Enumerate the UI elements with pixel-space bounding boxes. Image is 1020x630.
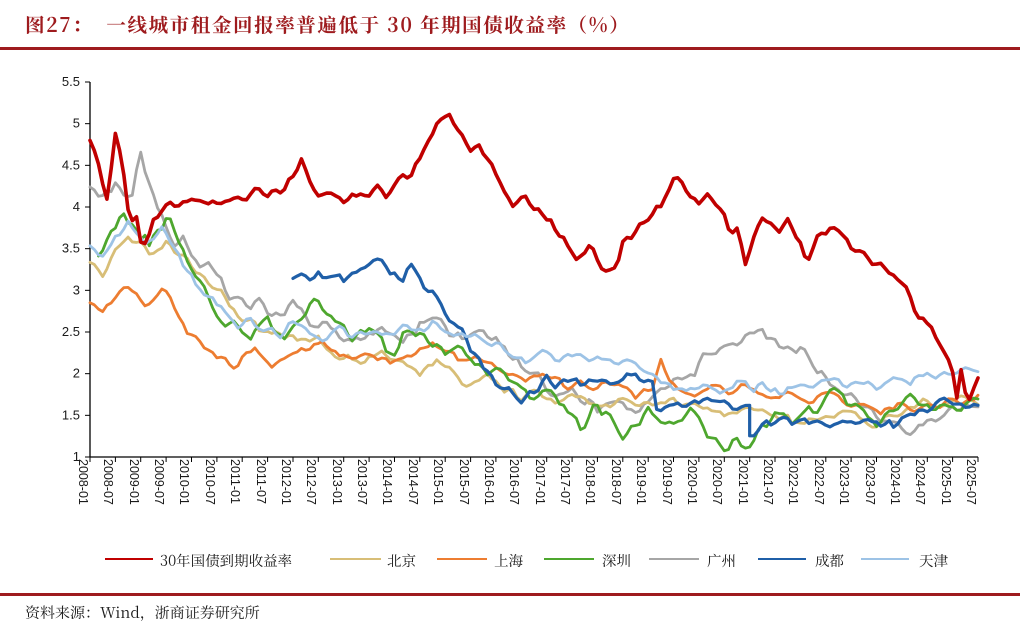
svg-text:3.5: 3.5 [62,241,80,256]
svg-text:5: 5 [73,116,80,131]
svg-text:5.5: 5.5 [62,74,80,89]
svg-text:4: 4 [73,199,80,214]
svg-text:2.5: 2.5 [62,324,80,339]
svg-text:1.5: 1.5 [62,407,80,422]
svg-text:2: 2 [73,366,80,381]
svg-text:4.5: 4.5 [62,157,80,172]
svg-text:3: 3 [73,282,80,297]
